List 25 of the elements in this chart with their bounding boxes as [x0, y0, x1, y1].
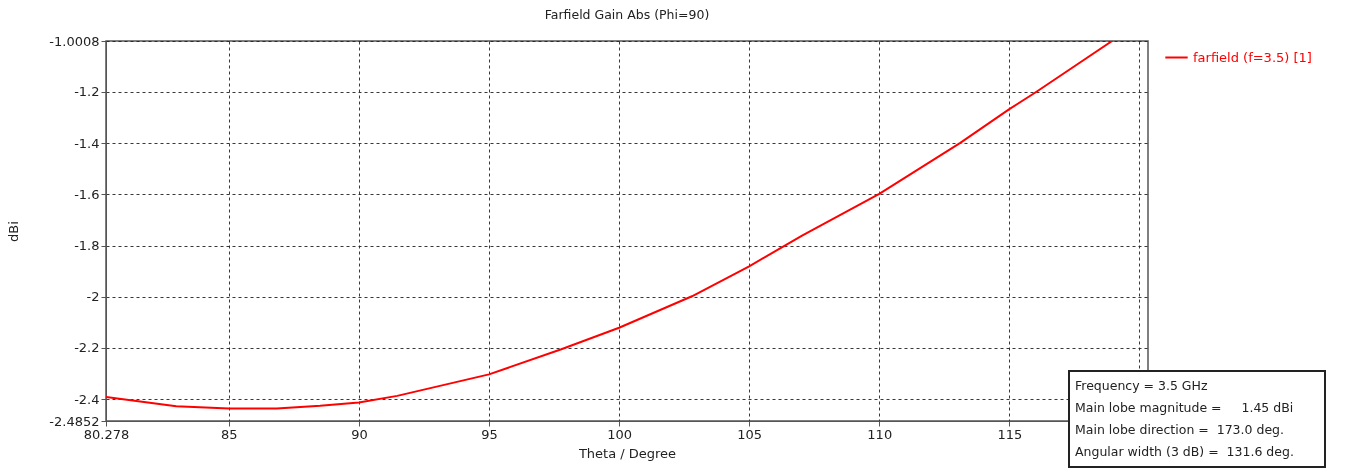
x-tick-label: 105: [737, 426, 763, 442]
y-axis-title: dBi: [6, 221, 22, 242]
y-tick-label: -2.4852: [49, 413, 100, 429]
x-tick-label: 90: [351, 426, 368, 442]
x-tick-label: 85: [221, 426, 238, 442]
x-axis-title: Theta / Degree: [577, 445, 677, 461]
annotation: Frequency = 3.5 GHz: [1075, 377, 1209, 395]
x-tick-label: 95: [481, 426, 498, 442]
x-tick-label: 115: [997, 426, 1023, 442]
legend-label: farfield (f=3.5) [1]: [1193, 49, 1312, 65]
text: Main lobe direction = 173.0 deg.: [1075, 421, 1285, 439]
text: Angular width (3 dB) = 131.6 deg.: [1075, 443, 1295, 461]
chart-title: Farfield Gain Abs (Phi=90): [544, 6, 710, 22]
annotation: Main lobe magnitude = 1.45 dBi: [1075, 399, 1295, 417]
y-tick-label: -1.6: [74, 186, 100, 202]
x-tick-label: 110: [867, 426, 893, 442]
x-tick-label: 80.278: [83, 426, 130, 442]
y-tick-label: -1.8: [74, 238, 100, 254]
y-tick-label: -1.4: [74, 135, 100, 151]
x-tick-label: 100: [607, 426, 633, 442]
y-tick-label: -2.4: [74, 391, 100, 407]
y-tick-label: -2: [86, 289, 100, 305]
y-tick-label: -1.0008: [49, 33, 100, 49]
y-tick-label: -2.2: [74, 340, 100, 356]
y-tick-label: -1.2: [74, 84, 100, 100]
